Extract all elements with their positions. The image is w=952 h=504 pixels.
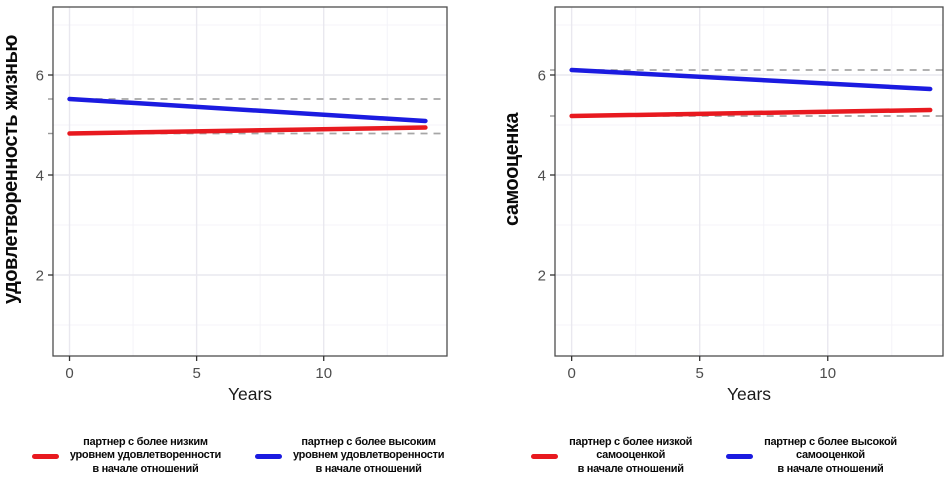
legend-swatch-red [531,453,559,459]
chart-self-esteem: 2 4 6 0 5 10 Years самооценка партнер с более н… [476,0,952,504]
legend-item-red: партнер с более низкой самооценкой в начал… [531,436,692,476]
legend-item-blue: партнер с более высокой самооценкой в нача… [726,436,897,476]
series-line-red [569,107,933,119]
legend-label-line: уровнем удовлетворенности [293,449,445,462]
legend-life-satisfaction: партнер с более низким уровнем удовлетвор… [0,436,476,476]
life-satisfaction-plot: 2 4 6 0 5 10 Years удовлетворенность жизнью [0,6,448,404]
x-axis-title: Years [727,384,771,404]
series-line-blue [569,67,933,92]
legend-self-esteem: партнер с более низкой самооценкой в начал… [476,436,952,476]
legend-label-line: уровнем удовлетворенности [69,449,221,462]
legend-label-line: партнер с более высокой [764,436,897,448]
chart-life-satisfaction: 2 4 6 0 5 10 Years удовлетворенность жизнью пар… [0,6,476,476]
x-tick-label: 0 [567,365,575,382]
legend-item-blue: партнер с более высоким уровнем удовлетво… [255,436,444,476]
x-tick-label: 10 [819,365,836,382]
legend-label-line: в начале отношений [315,462,422,475]
legend-swatch-blue [726,453,754,459]
y-tick-label: 6 [538,67,546,84]
x-tick-label: 0 [65,365,73,382]
legend-label-line: партнер с более низким [83,436,208,448]
y-tick-label: 2 [538,267,546,284]
x-tick-label: 10 [315,365,332,382]
legend-label-line: в начале отношений [577,462,684,475]
y-tick-label: 6 [36,67,44,84]
legend-label-line: в начале отношений [92,462,199,475]
self-esteem-plot: 2 4 6 0 5 10 Years самооценка [501,6,944,404]
legend-label: партнер с более высокой самооценкой в нача… [764,436,897,476]
legend-label-line: в начале отношений [777,462,884,475]
panel-border [52,6,448,357]
x-axis-title: Years [228,384,272,404]
y-tick-label: 2 [36,267,44,284]
x-tick-label: 5 [696,365,704,382]
legend-label: партнер с более низким уровнем удовлетвор… [70,436,221,476]
panel-border [554,6,944,357]
legend-swatch-red [31,453,59,459]
legend-label-line: самооценкой [796,449,865,462]
legend-label-line: партнер с более высоким [301,436,436,448]
legend-label: партнер с более высоким уровнем удовлетво… [293,436,444,476]
legend-label: партнер с более низкой самооценкой в начал… [569,436,692,476]
y-tick-label: 4 [36,167,44,184]
x-tick-label: 5 [192,365,200,382]
y-tick-label: 4 [538,167,546,184]
y-axis-title: самооценка [501,112,523,226]
legend-label-line: партнер с более низкой [569,436,693,448]
legend-swatch-blue [255,453,282,459]
legend-label-line: самооценкой [596,449,666,462]
series-line-blue [67,96,428,124]
series-line-red [67,125,428,136]
y-axis-title: удовлетворенность жизнью [0,35,22,304]
legend-item-red: партнер с более низким уровнем удовлетвор… [31,436,221,476]
